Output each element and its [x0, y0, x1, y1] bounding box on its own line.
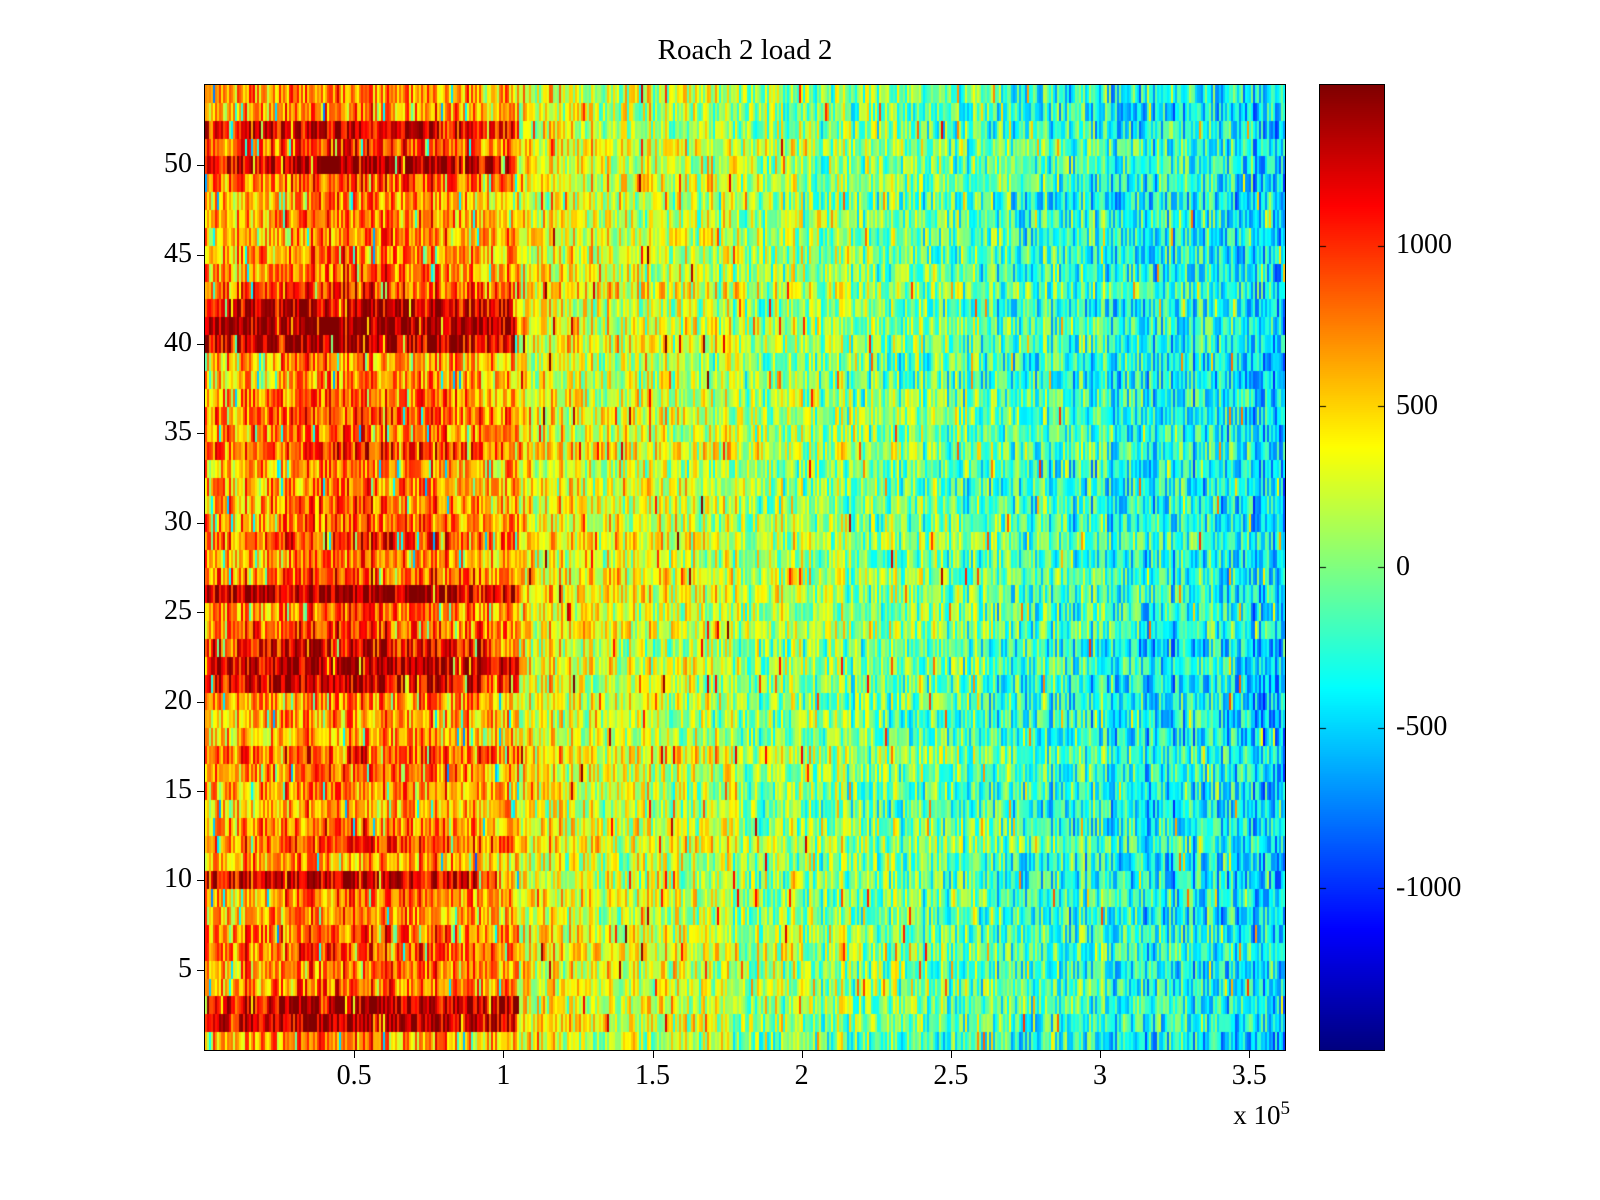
- colorbar-tick-label: 500: [1396, 389, 1438, 421]
- y-tick-label: 50: [164, 148, 192, 180]
- x-tick-mark: [653, 1051, 654, 1058]
- y-tick-label: 5: [178, 952, 192, 984]
- y-tick-mark: [197, 702, 204, 703]
- y-tick-label: 15: [164, 773, 192, 805]
- y-tick-mark: [197, 880, 204, 881]
- chart-title: Roach 2 load 2: [657, 34, 833, 66]
- y-tick-label: 25: [164, 595, 192, 627]
- colorbar-canvas: [1319, 84, 1385, 1051]
- colorbar-tick-label: 0: [1396, 550, 1410, 582]
- x-tick-label: 0.5: [336, 1060, 372, 1091]
- x-tick-mark: [951, 1051, 952, 1058]
- x-tick-label: 1.5: [635, 1060, 670, 1091]
- y-tick-label: 30: [164, 505, 192, 537]
- y-tick-label: 40: [164, 327, 192, 359]
- x-tick-label: 2: [794, 1060, 809, 1091]
- y-tick-mark: [197, 433, 204, 434]
- colorbar-tick-label: 1000: [1396, 228, 1452, 260]
- x-tick-mark: [802, 1051, 803, 1058]
- colorbar-tick-label: -1000: [1396, 872, 1462, 904]
- y-tick-mark: [197, 344, 204, 345]
- y-tick-mark: [197, 791, 204, 792]
- y-tick-label: 35: [164, 416, 192, 448]
- colorbar-tick-label: -500: [1396, 711, 1448, 743]
- y-tick-label: 10: [164, 863, 192, 895]
- y-tick-mark: [197, 255, 204, 256]
- x-tick-mark: [1249, 1051, 1250, 1058]
- exponent-base: x 10: [1233, 1100, 1281, 1130]
- y-tick-mark: [197, 970, 204, 971]
- y-tick-mark: [197, 165, 204, 166]
- y-tick-mark: [197, 612, 204, 613]
- x-tick-mark: [1100, 1051, 1101, 1058]
- x-axis-exponent-label: x 105: [1130, 1098, 1290, 1131]
- x-tick-label: 1: [496, 1060, 511, 1091]
- y-tick-label: 45: [164, 237, 192, 269]
- x-tick-label: 3.5: [1231, 1060, 1267, 1091]
- x-tick-mark: [354, 1051, 355, 1058]
- heatmap-canvas: [204, 84, 1286, 1051]
- x-tick-label: 3: [1093, 1060, 1108, 1091]
- x-tick-label: 2.5: [933, 1060, 969, 1091]
- x-tick-mark: [503, 1051, 504, 1058]
- y-tick-mark: [197, 523, 204, 524]
- y-tick-label: 20: [164, 684, 192, 716]
- exponent-power: 5: [1280, 1098, 1291, 1119]
